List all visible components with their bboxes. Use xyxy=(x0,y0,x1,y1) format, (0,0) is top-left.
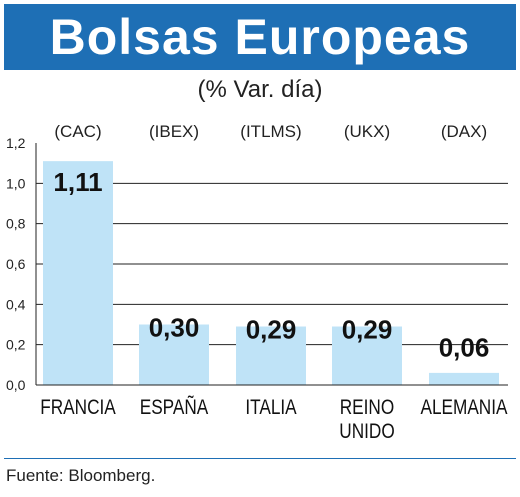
bar xyxy=(429,372,499,385)
y-tick-label: 0,0 xyxy=(6,377,26,393)
data-label: 0,29 xyxy=(342,315,393,345)
category-label: ESPAÑA xyxy=(140,395,209,419)
category-label: ITALIA xyxy=(245,397,296,420)
index-code-label: (IBEX) xyxy=(149,122,199,141)
index-code-label: (ITLMS) xyxy=(240,122,301,141)
chart-subtitle: (% Var. día) xyxy=(197,76,323,103)
data-label: 0,06 xyxy=(439,333,490,363)
y-tick-label: 0,6 xyxy=(6,256,26,272)
index-code-label: (UKX) xyxy=(344,122,390,141)
index-code-label: (CAC) xyxy=(54,122,101,141)
bar xyxy=(236,326,306,385)
source-divider xyxy=(4,458,516,459)
data-label: 0,30 xyxy=(149,313,200,343)
y-tick-label: 1,2 xyxy=(6,135,26,151)
category-label: ALEMANIA xyxy=(420,397,507,420)
chart-title: Bolsas Europeas xyxy=(49,9,471,65)
data-label: 1,11 xyxy=(53,167,102,197)
category-label: FRANCIA xyxy=(40,397,116,420)
index-code-label: (DAX) xyxy=(441,122,487,141)
y-tick-label: 0,8 xyxy=(6,216,26,232)
bar-chart: 0,0 0,2 0,4 0,6 0,8 1,0 1,2 1,11 0,30 0,29 0,29 0,0… xyxy=(6,122,508,444)
title-banner: Bolsas Europeas xyxy=(4,4,516,70)
bar xyxy=(332,326,402,385)
y-tick-label: 0,4 xyxy=(6,296,26,312)
bar xyxy=(43,161,113,385)
category-label: UNIDO xyxy=(339,421,394,444)
category-label: REINO xyxy=(340,397,395,420)
data-label: 0,29 xyxy=(246,315,297,345)
bar xyxy=(139,324,209,385)
y-tick-label: 0,2 xyxy=(6,337,26,353)
y-tick-label: 1,0 xyxy=(6,175,26,191)
source-note: Fuente: Bloomberg. xyxy=(6,466,156,485)
